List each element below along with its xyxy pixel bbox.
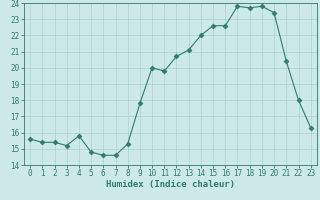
X-axis label: Humidex (Indice chaleur): Humidex (Indice chaleur) — [106, 180, 235, 189]
